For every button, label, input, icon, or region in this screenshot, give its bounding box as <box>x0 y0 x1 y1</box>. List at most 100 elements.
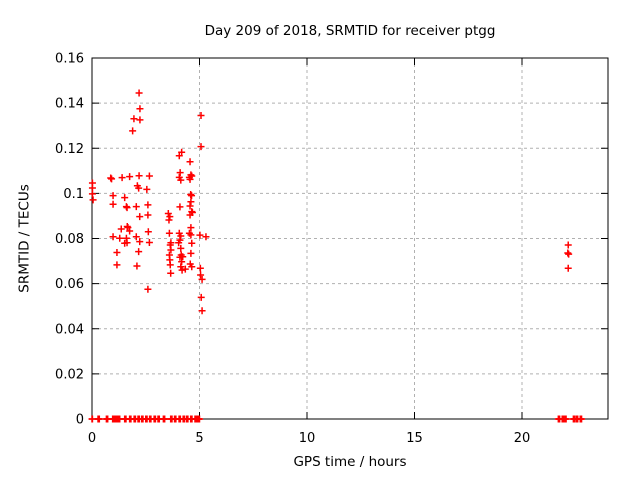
data-point-marker <box>188 239 196 247</box>
data-point-marker <box>565 250 573 258</box>
data-point-marker <box>187 231 195 239</box>
data-point-marker <box>187 191 195 199</box>
data-point-marker <box>188 263 196 271</box>
data-point-marker <box>144 228 152 236</box>
data-point-marker <box>187 224 195 232</box>
data-point-marker <box>89 196 97 204</box>
data-point-marker <box>176 169 184 177</box>
y-tick-labels: 0 0.02 0.04 0.06 0.08 0.1 0.12 0.14 0.16 <box>55 52 84 428</box>
data-point-marker <box>117 225 125 233</box>
x-tick-label: 20 <box>514 431 531 446</box>
data-point-marker <box>126 227 134 235</box>
data-point-marker <box>136 105 144 113</box>
data-point-marker <box>165 229 173 237</box>
data-point-marker <box>109 233 117 241</box>
data-point-marker <box>176 203 184 211</box>
data-point-marker <box>88 184 96 192</box>
data-point-marker <box>136 238 144 246</box>
data-point-marker <box>136 116 144 124</box>
data-point-marker <box>196 415 203 423</box>
data-point-marker <box>176 236 184 244</box>
data-point-marker <box>166 213 174 221</box>
data-points <box>88 89 573 315</box>
y-tick-label: 0.16 <box>55 52 84 67</box>
data-point-marker <box>116 234 124 242</box>
y-tick-label: 0.14 <box>55 97 84 112</box>
data-point-marker <box>564 264 572 272</box>
data-point-marker <box>144 285 152 293</box>
data-point-marker <box>177 232 185 240</box>
data-point-marker <box>129 127 137 135</box>
data-point-marker <box>187 198 195 206</box>
x-tick-label: 10 <box>299 431 316 446</box>
data-point-marker <box>178 148 186 156</box>
data-point-marker <box>197 271 205 279</box>
data-point-marker <box>165 216 173 224</box>
data-point-marker <box>144 211 152 219</box>
data-point-marker <box>124 223 132 231</box>
y-tick-label: 0.04 <box>55 322 84 337</box>
data-point-marker <box>578 415 586 423</box>
data-point-marker <box>108 175 116 183</box>
data-point-marker <box>186 211 194 219</box>
y-tick-label: 0.02 <box>55 367 84 382</box>
y-tick-label: 0.1 <box>63 187 84 202</box>
x-tick-label: 15 <box>406 431 423 446</box>
data-point-marker <box>186 175 194 183</box>
data-point-marker <box>166 261 174 269</box>
data-point-marker <box>178 266 186 274</box>
data-point-marker <box>186 158 194 166</box>
data-point-marker <box>564 241 572 249</box>
data-point-marker <box>144 201 152 209</box>
x-axis-label: GPS time / hours <box>293 454 407 470</box>
data-point-marker <box>88 190 96 198</box>
data-point-marker <box>107 174 115 182</box>
data-point-marker <box>118 174 126 182</box>
data-point-marker <box>109 192 117 200</box>
data-point-marker <box>145 239 153 247</box>
data-point-marker <box>167 246 175 254</box>
data-point-marker <box>196 231 204 239</box>
data-point-marker <box>167 269 175 277</box>
data-point-marker <box>197 112 205 120</box>
data-point-marker <box>133 262 141 270</box>
data-point-marker <box>126 173 134 181</box>
data-point-marker <box>177 244 185 252</box>
y-tick-label: 0 <box>76 413 84 428</box>
data-point-marker <box>123 204 131 212</box>
data-point-marker <box>185 229 193 237</box>
data-point-marker <box>132 233 140 241</box>
data-point-marker <box>196 264 204 272</box>
data-point-marker <box>95 415 103 423</box>
x-tick-labels: 0 5 10 15 20 <box>88 431 530 446</box>
data-point-marker <box>177 263 185 271</box>
y-tick-label: 0.08 <box>55 232 84 247</box>
y-tick-label: 0.12 <box>55 142 84 157</box>
data-point-marker <box>167 239 175 247</box>
data-point-marker <box>135 172 143 180</box>
data-point-marker <box>109 200 117 208</box>
data-point-marker <box>164 209 172 217</box>
data-point-marker <box>135 89 143 97</box>
data-point-marker <box>113 248 121 256</box>
data-point-marker <box>113 261 121 269</box>
data-point-marker <box>177 176 185 184</box>
zero-value-data-points <box>88 415 586 423</box>
data-point-marker <box>145 172 153 180</box>
data-point-marker <box>181 265 189 273</box>
data-point-marker <box>135 184 143 192</box>
data-point-marker <box>143 185 151 193</box>
data-point-marker <box>186 202 194 210</box>
data-point-marker <box>178 258 186 266</box>
data-point-marker <box>121 194 129 202</box>
chart-title: Day 209 of 2018, SRMTID for receiver ptg… <box>204 23 496 39</box>
data-point-marker <box>188 192 196 200</box>
data-point-marker <box>161 415 169 423</box>
data-point-marker <box>135 248 143 256</box>
data-point-marker <box>198 275 206 283</box>
data-point-marker <box>197 293 205 301</box>
data-point-marker <box>187 249 195 257</box>
data-point-marker <box>132 203 140 211</box>
